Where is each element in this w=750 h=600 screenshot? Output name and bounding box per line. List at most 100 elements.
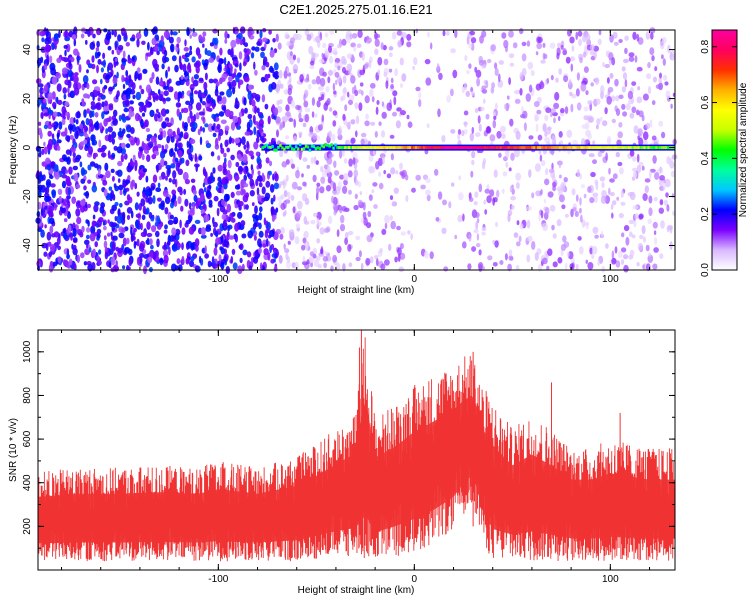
spectrogram-cell [624, 35, 629, 41]
spectrogram-cell [270, 243, 275, 250]
spectrogram-cell [364, 120, 370, 127]
spectrogram-cell [142, 168, 148, 173]
spectrogram-cell [461, 129, 465, 137]
spectrogram-cell [605, 243, 609, 249]
spectrogram-cell [332, 196, 338, 206]
spectrogram-cell [231, 138, 235, 144]
spectrogram-cell [147, 141, 154, 148]
spectrogram-cell [631, 81, 637, 86]
signal-cell [316, 146, 320, 150]
spectrogram-cell [547, 191, 554, 198]
spectrogram-cell [228, 235, 235, 240]
spectrogram-cell [450, 88, 454, 97]
spectrogram-cell [508, 255, 514, 261]
spectrogram-cell [287, 87, 292, 96]
spectrogram-cell [91, 184, 98, 193]
spectrogram-cell [148, 212, 153, 219]
spectrogram-cell [215, 137, 219, 147]
spectrogram-cell [271, 49, 275, 55]
spectrogram-cell [562, 48, 567, 55]
spectrogram-cell [463, 110, 469, 116]
spectrogram-cell [94, 51, 98, 59]
spectrogram-cell [606, 96, 612, 105]
spectrogram-cell [247, 84, 254, 90]
spectrogram-cell [145, 84, 152, 94]
spectrogram-cell [204, 253, 210, 259]
spectrogram-cell [651, 135, 657, 141]
spectrogram-cell [221, 213, 227, 220]
spectrogram-cell [623, 264, 629, 273]
spectrogram-cell [343, 179, 348, 186]
spectrogram-cell [285, 253, 289, 260]
spectrogram-cell [601, 265, 606, 273]
spectrogram-cell [655, 84, 662, 89]
spectrogram-cell [87, 28, 91, 38]
spectrogram-cell [374, 255, 379, 260]
spectrogram-cell [124, 200, 130, 206]
spectrogram-cell [117, 131, 123, 137]
spectrogram-cell [135, 213, 141, 219]
signal-cell [452, 146, 455, 150]
spectrogram-cell [551, 224, 555, 231]
spectrogram-cell [642, 131, 649, 141]
signal-cell [369, 146, 373, 150]
spectrogram-cell [438, 72, 443, 81]
spectrogram-cell [216, 123, 221, 130]
spectrogram-cell [159, 175, 162, 181]
spectrogram-cell [662, 58, 666, 66]
spectrogram-cell [327, 176, 332, 184]
spectrogram-cell [616, 196, 620, 201]
spectrogram-cell [332, 182, 337, 192]
spectrogram-cell [247, 230, 253, 239]
spectrogram-cell [245, 204, 249, 210]
spectrogram-cell [669, 53, 676, 61]
spectrogram-cell [67, 187, 71, 196]
spectrogram-cell [188, 202, 192, 210]
spectrogram-cell [261, 94, 266, 103]
signal-cell [556, 146, 560, 150]
spectrogram-cell [164, 144, 169, 150]
signal-cell [608, 146, 611, 150]
spectrogram-cell [151, 225, 157, 233]
signal-cell [468, 146, 471, 150]
spectrogram-cell [514, 89, 521, 95]
signal-cell [631, 146, 635, 150]
signal-cell [411, 146, 414, 150]
spectrogram-cell [200, 227, 206, 236]
spectrogram-cell [609, 178, 615, 183]
spectrogram-cell [257, 238, 262, 248]
spectrogram-cell [67, 79, 72, 89]
spectrogram-cell [365, 62, 370, 67]
spectrogram-cell [199, 193, 205, 202]
signal-cell [529, 146, 532, 150]
spectrogram-cell [37, 127, 43, 136]
spectrogram-cell [206, 50, 212, 57]
spectrogram-cell [322, 255, 329, 262]
spectrogram-cell [228, 63, 233, 69]
spectrogram-cell [273, 258, 276, 263]
spectrogram-cell [73, 48, 79, 56]
spectrogram-cell [452, 69, 458, 79]
signal-cell [474, 146, 477, 150]
spectrogram-cell [345, 232, 349, 239]
spectrogram-cell [207, 176, 212, 185]
spectrogram-cell [585, 122, 590, 130]
spectrogram-cell [632, 205, 638, 210]
spectrogram-cell [293, 135, 298, 142]
spectrogram-cell [218, 111, 225, 117]
spectrogram-cell [600, 85, 605, 94]
spectrogram-cell [478, 59, 484, 66]
spectrogram-cell [617, 131, 623, 139]
spectrogram-cell [467, 263, 472, 270]
signal-cell [379, 146, 383, 150]
spectrogram-cell [247, 28, 252, 38]
spectrogram-cell [74, 142, 78, 149]
colorbar-tick-label: 0.2 [700, 207, 711, 221]
spectrogram-cell [165, 97, 171, 102]
signal-cell [525, 146, 528, 150]
spectrogram-cell [237, 32, 243, 40]
signal-cell [641, 146, 644, 150]
spectrogram-cell [356, 43, 362, 48]
spectrogram-cell [328, 130, 333, 138]
spectrogram-cell [76, 216, 82, 225]
